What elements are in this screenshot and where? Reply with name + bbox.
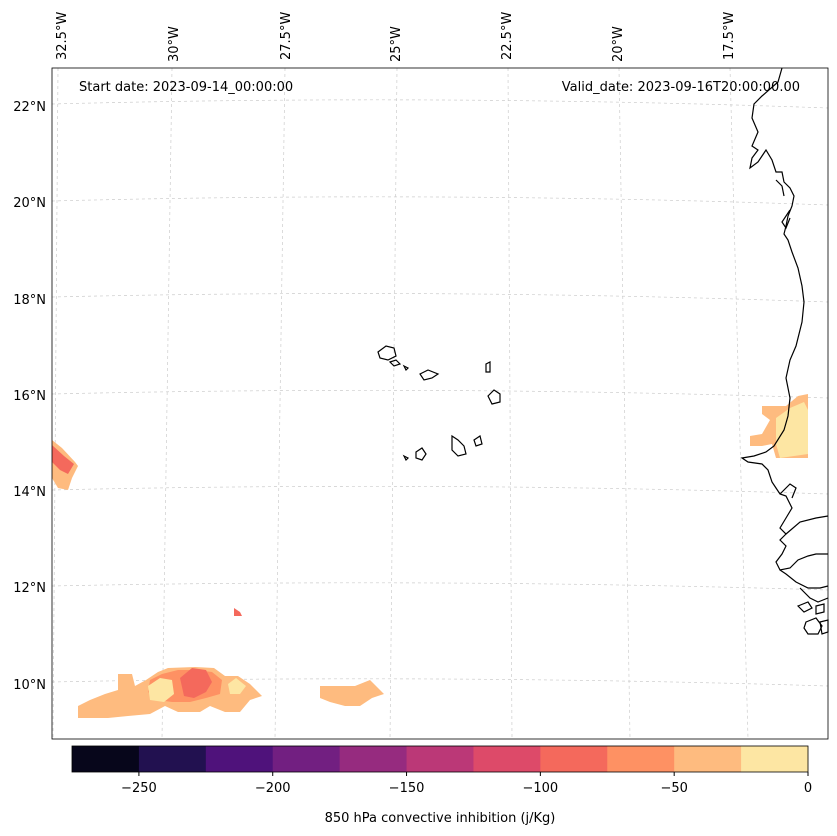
map-area [52, 68, 828, 739]
island-santiago [451, 434, 467, 457]
coastlines [377, 67, 829, 635]
lat-label-14: 14°N [13, 485, 46, 500]
bijagos-island-1 [796, 601, 813, 613]
contour-region-small-dot [234, 608, 242, 616]
lat-label-18: 18°N [13, 293, 46, 308]
lat-label-10: 10°N [13, 678, 46, 693]
coast-detail-north [775, 179, 785, 197]
lon-gridline-27-5 [274, 67, 286, 740]
map-border [51, 67, 829, 740]
lon-gridline-22-5 [507, 67, 513, 740]
lon-label-22-5: 22.5°W [500, 12, 515, 60]
colorbar-tick-label: −100 [523, 781, 559, 796]
island-santo-antao [377, 345, 397, 361]
bijagos-coast [799, 587, 829, 603]
colorbar-swatch [540, 746, 608, 772]
colorbar-tick-label: −50 [660, 781, 687, 796]
colorbar-ticks: −250 −200 −150 −100 −50 0 [121, 772, 812, 796]
lat-gridline-20 [51, 196, 829, 206]
colorbar-frame [71, 745, 809, 773]
bijagos-island-2 [815, 603, 825, 615]
lon-gridline-17-5 [729, 67, 749, 740]
contour-region-west-edge-core [52, 445, 74, 474]
guinea-bissau-coastline [779, 569, 829, 589]
colorbar-swatch [339, 746, 408, 772]
island-maio [473, 435, 483, 447]
lat-label-12: 12°N [13, 581, 46, 596]
island-sao-nicolau [419, 369, 440, 381]
colorbar-swatch [205, 746, 274, 772]
island-sao-vicente [388, 359, 402, 367]
lon-label-25: 25°W [389, 26, 404, 62]
lat-label-20: 20°N [13, 196, 46, 211]
lat-gridline-14 [51, 485, 829, 495]
lon-label-27-5: 27.5°W [279, 12, 294, 60]
colorbar-swatch [272, 746, 341, 772]
colorbar-swatch [406, 746, 474, 772]
west-africa-coastline [740, 67, 829, 535]
colorbar-swatch [674, 746, 742, 772]
senegal-cape-verde-peninsula [779, 483, 797, 499]
contour-region-southwest-core [180, 668, 212, 698]
island-brava [402, 454, 410, 462]
island-fogo [415, 447, 427, 461]
colorbar [72, 746, 809, 772]
lat-gridline-22 [51, 99, 829, 109]
colorbar-tick-label: −150 [389, 781, 425, 796]
colorbar-swatch [72, 746, 140, 772]
lon-label-17-5: 17.5°W [722, 12, 737, 60]
colorbar-swatch [138, 746, 207, 772]
island-santa-luzia [402, 364, 410, 372]
island-sal [485, 361, 491, 373]
contour-region-south-central [320, 680, 384, 706]
lon-label-20: 20°W [611, 26, 626, 62]
lat-gridline-16 [51, 389, 829, 399]
lon-label-32-5: 32.5°W [55, 12, 70, 60]
valid-date-annotation: Valid_date: 2023-09-16T20:00:00.00 [562, 80, 800, 95]
lat-gridline-12 [51, 582, 829, 591]
contour-region-southwest-light [148, 678, 174, 702]
colorbar-tick-label: −250 [121, 781, 157, 796]
lat-label-16: 16°N [13, 389, 46, 404]
colorbar-swatch [473, 746, 541, 772]
colorbar-label: 850 hPa convective inhibition (j/Kg) [325, 811, 556, 826]
cin-contours [52, 394, 808, 718]
lon-gridline-25 [389, 67, 398, 740]
lat-gridline-18 [51, 293, 829, 303]
coast-inlet [781, 209, 791, 230]
start-date-annotation: Start date: 2023-09-14_00:00:00 [79, 80, 293, 95]
lon-label-30: 30°W [167, 26, 182, 62]
contour-region-southwest-light-2 [228, 678, 246, 694]
lon-gridline-32-5 [52, 67, 59, 740]
contour-region-east-coast-light [776, 402, 808, 458]
colorbar-tick-label: −200 [255, 781, 291, 796]
bijagos-island-3 [803, 617, 823, 635]
lat-label-22: 22°N [13, 100, 46, 115]
colorbar-tick-label: 0 [804, 781, 812, 796]
colorbar-swatch [607, 746, 675, 772]
island-boa-vista [487, 389, 501, 405]
lon-gridline-30 [161, 67, 173, 740]
lon-gridline-20 [618, 67, 631, 740]
colorbar-swatch [741, 746, 809, 772]
